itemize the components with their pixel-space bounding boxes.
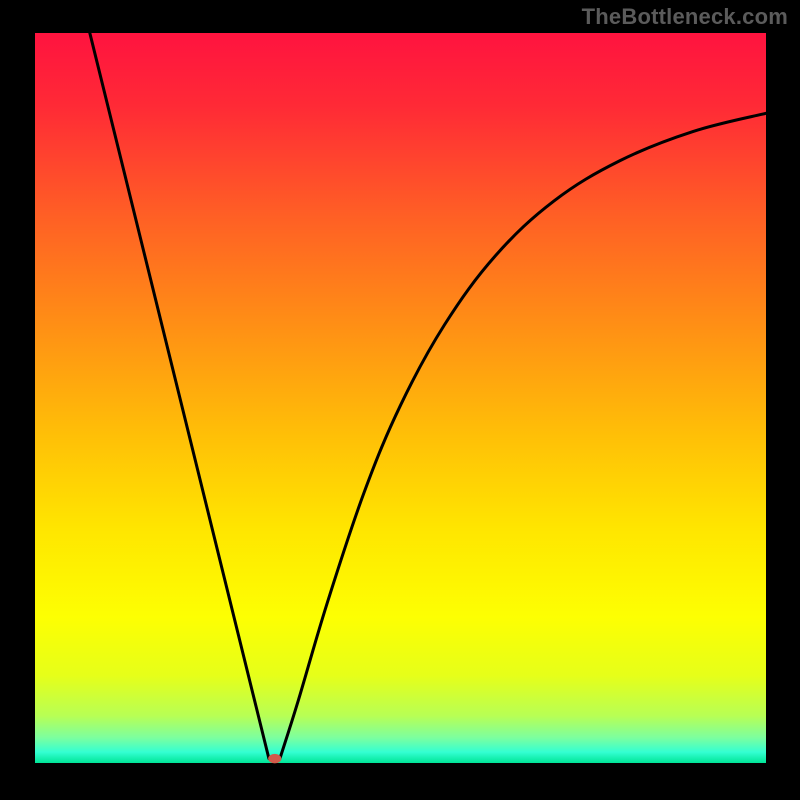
chart-frame: TheBottleneck.com [0,0,800,800]
optimum-marker [268,754,281,763]
bottleneck-chart [0,0,800,800]
watermark-text: TheBottleneck.com [582,4,788,30]
chart-background [35,33,766,763]
